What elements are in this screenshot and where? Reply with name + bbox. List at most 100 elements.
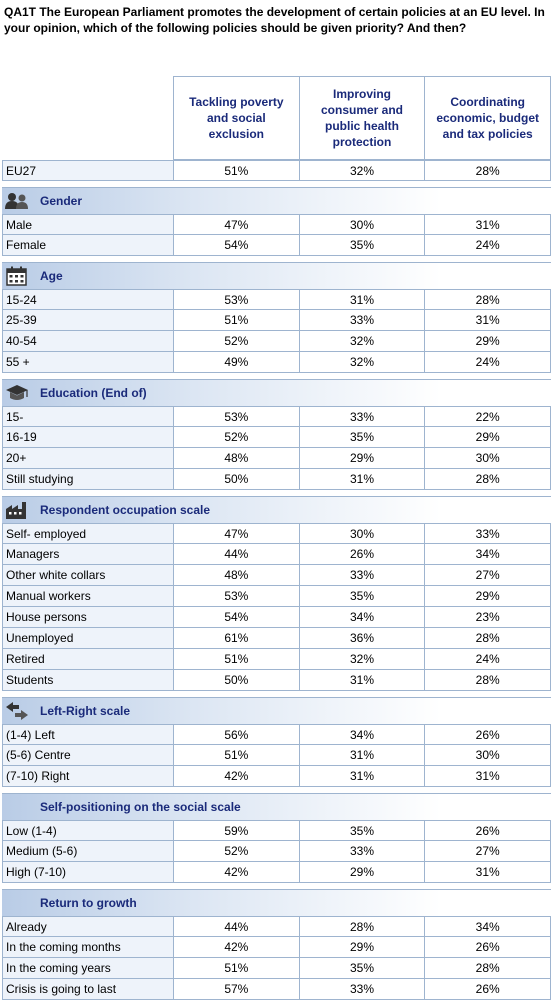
section-header: Gender	[2, 187, 551, 214]
table-cell: 31%	[300, 766, 426, 786]
table-cell: 32%	[300, 649, 426, 669]
row-label: Manual workers	[3, 586, 174, 606]
table-cell: 56%	[174, 725, 300, 744]
table-cell: 35%	[300, 235, 426, 255]
table-row: Crisis is going to last 57% 33% 26%	[2, 979, 551, 1000]
table-cell: 34%	[300, 725, 426, 744]
table-row: Medium (5-6) 52% 33% 27%	[2, 841, 551, 862]
table-cell: 29%	[475, 430, 500, 444]
row-label: High (7-10)	[3, 862, 174, 882]
row-label: Students	[3, 670, 174, 690]
section-title: Return to growth	[40, 896, 137, 910]
section-title: Respondent occupation scale	[40, 503, 211, 517]
table-cell: 31%	[475, 769, 500, 783]
table-cell: 50%	[174, 670, 300, 690]
table-row: Students 50% 31% 28%	[2, 670, 551, 691]
table-row: Self- employed 47% 30% 33%	[2, 523, 551, 544]
table-cell: 35%	[300, 958, 426, 978]
table-cell: 44%	[174, 544, 300, 564]
table-cell: 61%	[174, 628, 300, 648]
table-cell: 28%	[475, 293, 500, 307]
table-cell: 35%	[300, 427, 426, 447]
table-cell: 32%	[300, 352, 426, 372]
row-label: 15-	[3, 407, 174, 426]
table-row: Female 54% 35% 24%	[2, 235, 551, 256]
table-cell: 33%	[300, 565, 426, 585]
calendar-icon	[2, 265, 32, 287]
table-cell: 26%	[475, 982, 500, 996]
table-row: (1-4) Left 56% 34% 26%	[2, 724, 551, 745]
row-label: Retired	[3, 649, 174, 669]
left-right-arrows-icon	[2, 700, 32, 722]
table-cell: 53%	[174, 586, 300, 606]
question-title: QA1T The European Parliament promotes th…	[4, 5, 545, 35]
row-label: Low (1-4)	[3, 821, 174, 840]
section-title: Left-Right scale	[40, 704, 131, 718]
table-cell: 29%	[300, 937, 426, 957]
table-cell: 50%	[174, 469, 300, 489]
table-cell: 29%	[300, 448, 426, 468]
table-cell: 31%	[300, 469, 426, 489]
table-cell: 42%	[174, 937, 300, 957]
table-row: 15- 53% 33% 22%	[2, 406, 551, 427]
table-cell: 26%	[475, 940, 500, 954]
column-headers: Tackling poverty and social exclusion Im…	[173, 76, 552, 160]
results-table: EU27 51% 32% 28% Gender Male 47% 30% 31% Fema…	[2, 160, 551, 1000]
table-row: High (7-10) 42% 29% 31%	[2, 862, 551, 883]
row-label: (1-4) Left	[3, 725, 174, 744]
row-label: 25-39	[3, 310, 174, 330]
section-title: Self-positioning on the social scale	[40, 800, 241, 814]
table-cell: 53%	[174, 290, 300, 309]
row-label: (5-6) Centre	[3, 745, 174, 765]
table-cell: 28%	[475, 164, 500, 178]
table-cell: 29%	[475, 334, 500, 348]
section-title: Age	[40, 269, 63, 283]
table-row: 20+ 48% 29% 30%	[2, 448, 551, 469]
table-cell: 28%	[475, 631, 500, 645]
table-row: In the coming years 51% 35% 28%	[2, 958, 551, 979]
table-row: 16-19 52% 35% 29%	[2, 427, 551, 448]
row-label: Medium (5-6)	[3, 841, 174, 861]
table-cell: 24%	[475, 652, 500, 666]
table-cell: 48%	[174, 448, 300, 468]
table-cell: 22%	[475, 410, 500, 424]
column-header: Tackling poverty and social exclusion	[173, 76, 300, 160]
table-cell: 54%	[174, 235, 300, 255]
table-row: Manual workers 53% 35% 29%	[2, 586, 551, 607]
people-icon	[2, 190, 32, 212]
row-label: Female	[3, 235, 174, 255]
table-row: Managers 44% 26% 34%	[2, 544, 551, 565]
table-row: (7-10) Right 42% 31% 31%	[2, 766, 551, 787]
table-cell: 31%	[300, 670, 426, 690]
table-cell: 51%	[174, 745, 300, 765]
row-label: Already	[3, 917, 174, 936]
row-label: EU27	[3, 161, 174, 180]
table-cell: 33%	[300, 841, 426, 861]
table-cell: 26%	[475, 824, 500, 838]
section-header: Self-positioning on the social scale	[2, 793, 551, 820]
row-label: Male	[3, 215, 174, 234]
row-label: Still studying	[3, 469, 174, 489]
table-cell: 44%	[174, 917, 300, 936]
table-cell: 31%	[300, 745, 426, 765]
table-row: Already 44% 28% 34%	[2, 916, 551, 937]
table-cell: 51%	[174, 649, 300, 669]
table-row: 40-54 52% 32% 29%	[2, 331, 551, 352]
table-cell: 59%	[174, 821, 300, 840]
table-cell: 28%	[475, 961, 500, 975]
table-row: (5-6) Centre 51% 31% 30%	[2, 745, 551, 766]
row-label: 15-24	[3, 290, 174, 309]
table-cell: 23%	[475, 610, 500, 624]
table-cell: 29%	[475, 589, 500, 603]
section-header: Return to growth	[2, 889, 551, 916]
row-label: In the coming years	[3, 958, 174, 978]
row-label: Other white collars	[3, 565, 174, 585]
table-cell: 42%	[174, 766, 300, 786]
row-label: 40-54	[3, 331, 174, 351]
table-row: House persons 54% 34% 23%	[2, 607, 551, 628]
row-label: House persons	[3, 607, 174, 627]
table-row: 55 +49% 32% 24%	[2, 352, 551, 373]
table-row: Low (1-4) 59% 35% 26%	[2, 820, 551, 841]
table-cell: 30%	[475, 451, 500, 465]
table-cell: 48%	[174, 565, 300, 585]
